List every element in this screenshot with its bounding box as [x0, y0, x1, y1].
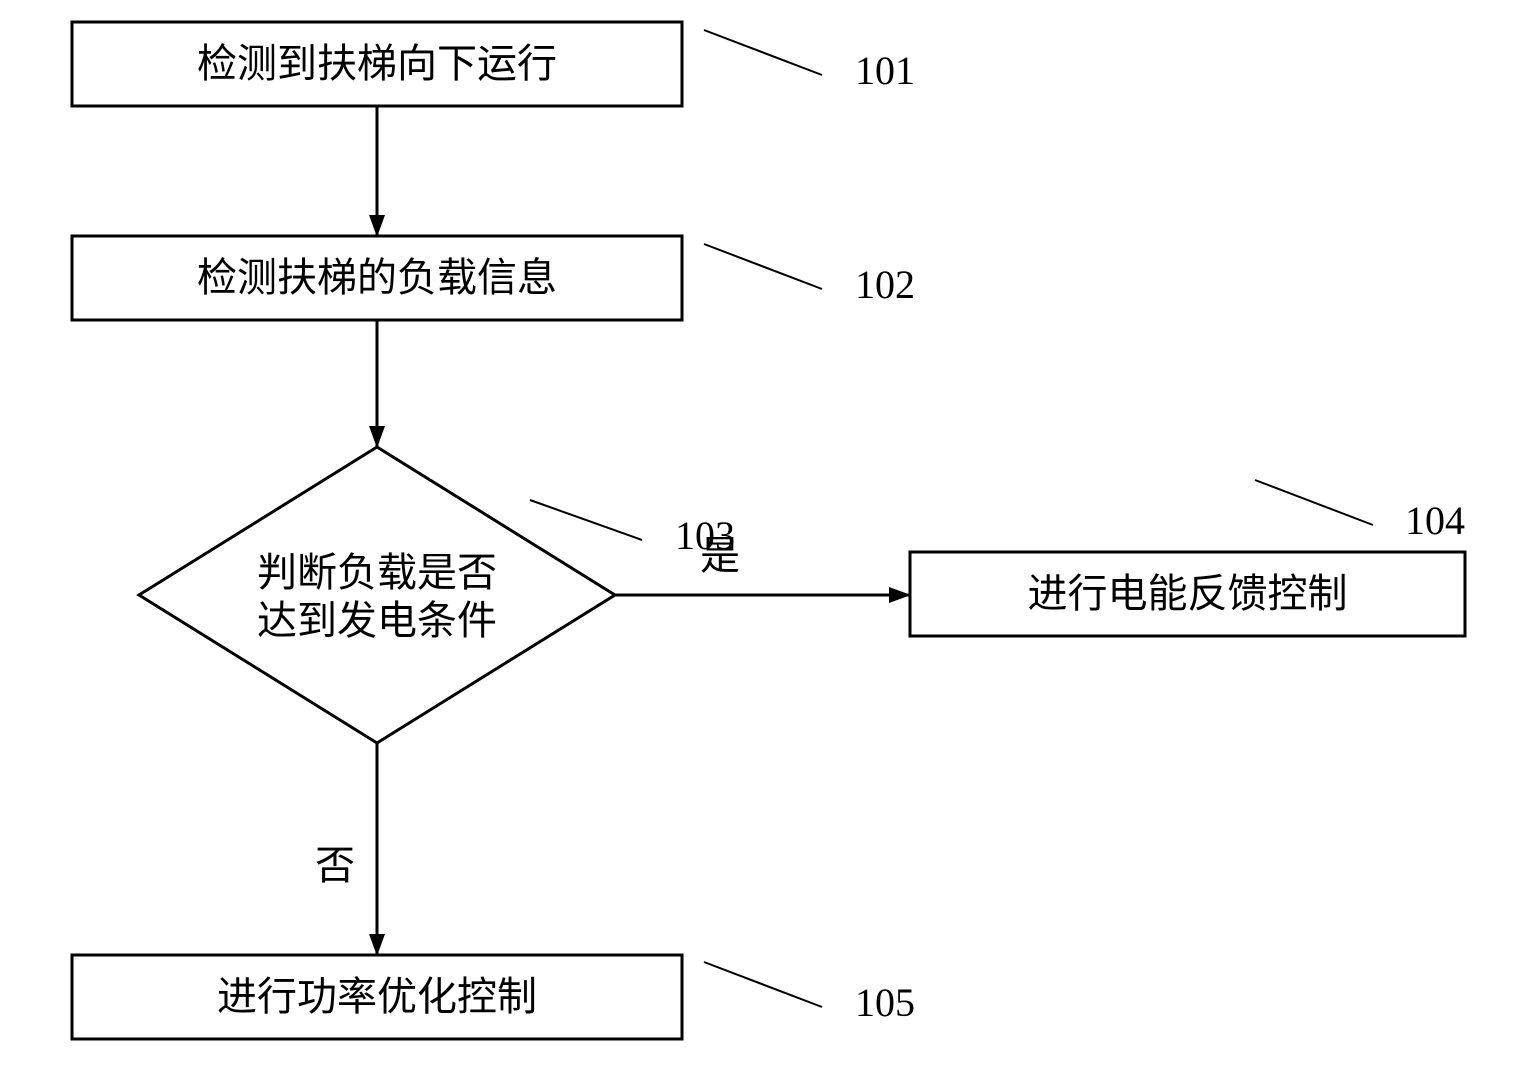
step-104-number: 104 — [1405, 498, 1465, 543]
edge-yes-label: 是 — [700, 533, 740, 578]
step-105-number: 105 — [855, 980, 915, 1025]
flowchart-diagram: 检测到扶梯向下运行 101 检测扶梯的负载信息 102 判断负载是否 达到发电条… — [0, 0, 1529, 1077]
decision-103-label-2: 达到发电条件 — [257, 598, 497, 643]
step-102-detect-load: 检测扶梯的负载信息 102 — [72, 236, 915, 320]
step-105-label: 进行功率优化控制 — [217, 974, 537, 1019]
step-102-number: 102 — [855, 262, 915, 307]
step-104-label: 进行电能反馈控制 — [1028, 571, 1348, 616]
edge-no-label: 否 — [315, 843, 355, 888]
step-101-label: 检测到扶梯向下运行 — [197, 41, 557, 86]
step-102-label: 检测扶梯的负载信息 — [197, 255, 557, 300]
step-101-number: 101 — [855, 48, 915, 93]
decision-103-label-1: 判断负载是否 — [257, 550, 497, 595]
step-105-power-optimize: 进行功率优化控制 105 — [72, 955, 915, 1039]
step-104-energy-feedback: 进行电能反馈控制 104 — [910, 480, 1465, 636]
step-101-detect-down: 检测到扶梯向下运行 101 — [72, 22, 915, 106]
